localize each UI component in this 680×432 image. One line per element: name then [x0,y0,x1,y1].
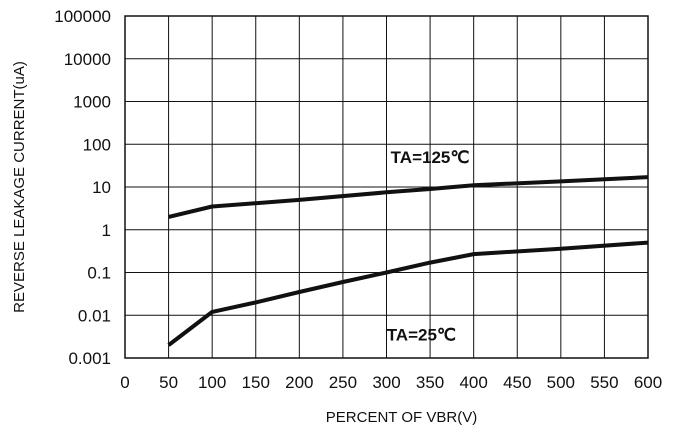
series-line-1 [167,240,649,347]
grid [125,16,648,358]
annotations: TA=125℃ TA=25℃ [387,148,470,345]
x-tick-label: 450 [503,373,531,392]
x-tick-label: 200 [285,373,313,392]
x-tick-label: 150 [242,373,270,392]
series-annotation-0: TA=125℃ [391,148,470,167]
y-tick-label: 100000 [54,7,111,26]
x-tick-label: 250 [329,373,357,392]
x-tick-label: 0 [120,373,129,392]
x-tick-label: 50 [159,373,178,392]
y-tick-label: 1 [102,221,111,240]
y-tick-label: 10000 [64,50,111,69]
y-tick-label: 0.001 [68,349,111,368]
y-axis-label: REVERSE LEAKAGE CURRENT(uA) [11,61,28,313]
x-tick-label: 300 [372,373,400,392]
x-axis-label: PERCENT OF VBR(V) [326,409,477,426]
series-group [167,175,649,347]
x-tick-label: 600 [634,373,662,392]
y-tick-label: 100 [83,135,111,154]
x-tick-label: 100 [198,373,226,392]
x-tick-label: 350 [416,373,444,392]
x-axis-ticks: 0 50 100 150 200 250 300 350 400 450 500 550 600 [120,373,662,392]
plot-frame [124,15,649,359]
y-tick-label: 0.1 [87,264,111,283]
y-axis-ticks: 0.001 0.01 0.1 1 10 100 1000 10000 100000 [54,7,111,368]
series-line-0 [168,175,649,219]
y-tick-label: 0.01 [78,306,111,325]
y-tick-label: 1000 [73,93,111,112]
x-tick-label: 500 [547,373,575,392]
x-tick-label: 550 [590,373,618,392]
series-annotation-1: TA=25℃ [387,326,456,345]
x-tick-label: 400 [459,373,487,392]
y-tick-label: 10 [92,178,111,197]
